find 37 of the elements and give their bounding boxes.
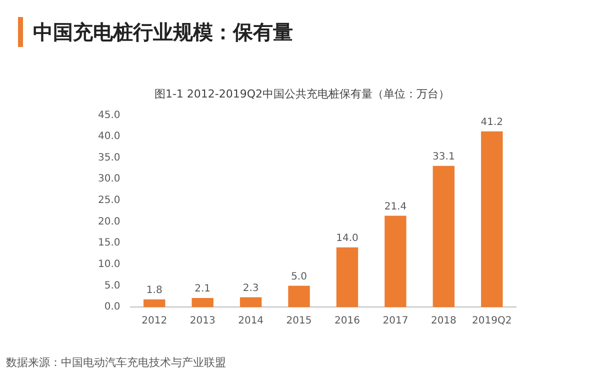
x-tick-label: 2016 <box>334 316 360 327</box>
data-label: 33.1 <box>432 152 455 163</box>
y-tick-label: 40.0 <box>98 131 120 142</box>
x-tick-label: 2017 <box>382 316 408 327</box>
bar <box>240 297 262 307</box>
data-label: 41.2 <box>480 116 504 128</box>
x-tick-label: 2015 <box>286 316 312 327</box>
source-note: 数据来源：中国电动汽车充电技术与产业联盟 <box>6 355 227 370</box>
x-tick-label: 2014 <box>238 316 264 327</box>
data-label: 2.3 <box>242 282 259 294</box>
y-tick-label: 20.0 <box>98 216 120 228</box>
y-tick-label: 0.0 <box>104 302 120 313</box>
bar <box>288 286 310 307</box>
y-tick-label: 10.0 <box>98 258 120 270</box>
y-tick-label: 30.0 <box>98 174 120 185</box>
bar <box>192 298 214 307</box>
x-tick-label: 2013 <box>190 316 216 327</box>
data-label: 5.0 <box>291 271 307 282</box>
data-label: 21.4 <box>384 201 407 212</box>
bar <box>481 131 503 307</box>
data-label: 14.0 <box>336 232 358 244</box>
chart-subtitle: 图1-1 2012-2019Q2中国公共充电桩保有量（单位：万台） <box>154 87 450 100</box>
x-tick-label: 2012 <box>142 316 168 327</box>
y-tick-label: 35.0 <box>98 152 120 164</box>
data-label: 2.1 <box>194 284 211 295</box>
chart-title: 中国充电桩行业规模：保有量 <box>33 18 293 46</box>
bar <box>432 166 455 307</box>
x-tick-label: 2019Q2 <box>472 316 512 327</box>
y-tick-label: 5.0 <box>104 280 120 292</box>
y-tick-label: 25.0 <box>98 195 120 206</box>
y-tick-label: 45.0 <box>98 110 120 121</box>
bar <box>336 247 358 307</box>
data-label: 1.8 <box>146 284 162 296</box>
bar <box>384 216 406 307</box>
x-tick-label: 2018 <box>430 316 456 327</box>
bar <box>144 299 166 307</box>
y-tick-label: 15.0 <box>98 238 120 249</box>
